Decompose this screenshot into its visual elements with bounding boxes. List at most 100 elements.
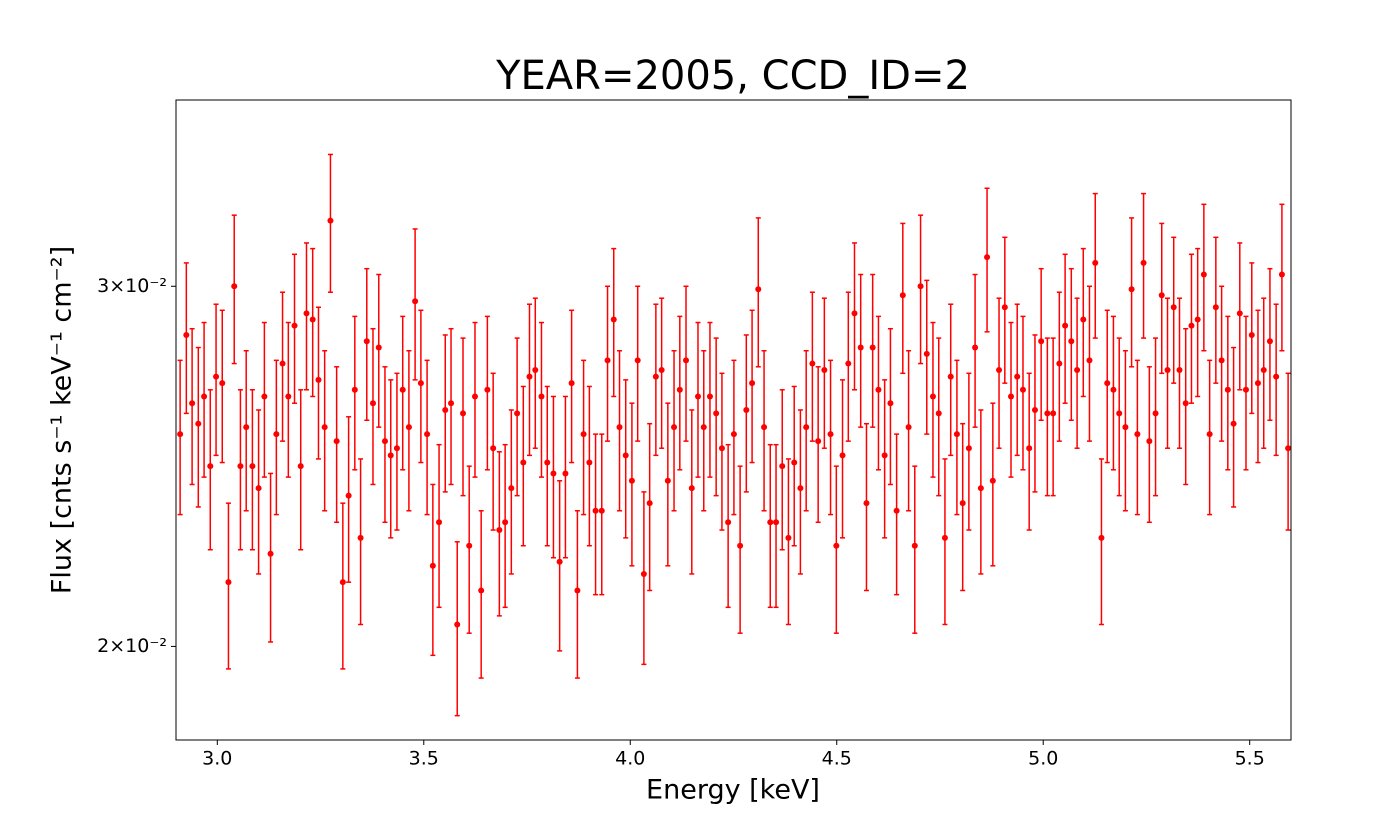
error-bar: [840, 379, 846, 539]
data-point: [327, 217, 334, 224]
data-point: [640, 570, 647, 577]
error-bar: [930, 321, 936, 478]
data-point: [989, 477, 996, 484]
data-point: [436, 519, 443, 526]
data-point: [231, 283, 238, 290]
data-point: [953, 431, 960, 438]
data-point: [821, 367, 828, 374]
error-bar: [1038, 267, 1044, 421]
data-point: [363, 338, 370, 345]
error-bar: [797, 409, 803, 575]
data-point: [941, 534, 948, 541]
error-bar: [924, 279, 930, 435]
data-point: [1014, 373, 1021, 380]
error-bar: [653, 303, 659, 457]
error-bar: [436, 443, 442, 609]
data-point: [1019, 386, 1026, 393]
data-point: [1122, 424, 1129, 431]
error-bar: [894, 433, 900, 596]
data-point: [1031, 406, 1038, 413]
error-bar: [599, 433, 605, 596]
data-point: [773, 519, 780, 526]
data-point: [1260, 367, 1267, 374]
error-bar: [352, 315, 358, 471]
error-bar: [948, 303, 954, 457]
data-point: [972, 344, 979, 351]
data-point: [737, 542, 744, 549]
error-bar: [779, 389, 785, 551]
error-bar: [237, 389, 243, 551]
error-bar: [665, 402, 671, 567]
error-bar: [412, 228, 418, 381]
error-bar: [1219, 285, 1225, 442]
data-point: [1001, 304, 1008, 311]
data-point: [1182, 400, 1189, 407]
data-point: [351, 386, 358, 393]
data-point: [1056, 360, 1063, 367]
error-bar: [346, 416, 352, 583]
error-bar: [809, 291, 815, 442]
data-point: [471, 393, 478, 400]
error-bar: [936, 337, 942, 497]
data-point: [249, 463, 256, 470]
error-bar: [1008, 321, 1014, 478]
error-bar: [1129, 217, 1135, 368]
error-bar: [1074, 297, 1080, 449]
error-bar: [1098, 458, 1104, 626]
data-point: [905, 424, 912, 431]
data-point: [911, 542, 918, 549]
data-point: [424, 431, 431, 438]
error-bar: [942, 458, 948, 626]
error-bar: [906, 349, 912, 512]
data-point: [514, 410, 521, 417]
data-point: [225, 579, 232, 586]
data-point: [815, 438, 822, 445]
data-point: [261, 393, 268, 400]
error-bar: [261, 321, 267, 478]
error-bar: [207, 389, 213, 551]
data-point: [321, 424, 328, 431]
data-point: [1158, 292, 1165, 299]
error-bar: [960, 422, 966, 592]
error-bar: [460, 337, 466, 497]
error-bar: [538, 321, 544, 478]
data-point: [875, 386, 882, 393]
error-bar: [448, 327, 454, 486]
x-axis-label: Energy [keV]: [646, 775, 820, 806]
error-bar: [845, 291, 851, 442]
data-point: [899, 292, 906, 299]
data-point: [508, 485, 515, 492]
data-point: [755, 286, 762, 293]
data-point: [357, 534, 364, 541]
data-point: [1146, 438, 1153, 445]
data-point: [1194, 316, 1201, 323]
data-point: [965, 445, 972, 452]
data-point: [1128, 286, 1135, 293]
data-point: [387, 452, 394, 459]
error-bar: [611, 247, 617, 398]
data-point: [803, 424, 810, 431]
data-point: [610, 316, 617, 323]
error-bar: [1243, 315, 1249, 471]
data-point: [484, 386, 491, 393]
data-point: [671, 424, 678, 431]
data-point: [1170, 304, 1177, 311]
data-point: [273, 431, 280, 438]
data-point: [213, 373, 220, 380]
data-point: [664, 477, 671, 484]
data-point: [713, 410, 720, 417]
error-bar: [1020, 315, 1026, 471]
error-bar: [1273, 303, 1279, 457]
data-point: [375, 344, 382, 351]
error-bar: [1080, 247, 1086, 398]
data-point: [917, 283, 924, 290]
error-bar: [731, 359, 737, 516]
data-point: [652, 373, 659, 380]
error-bar: [659, 297, 665, 449]
data-point: [279, 360, 286, 367]
error-bar: [1255, 309, 1261, 464]
error-bar: [1201, 203, 1207, 352]
data-point: [1200, 271, 1207, 278]
error-bar: [544, 385, 550, 547]
